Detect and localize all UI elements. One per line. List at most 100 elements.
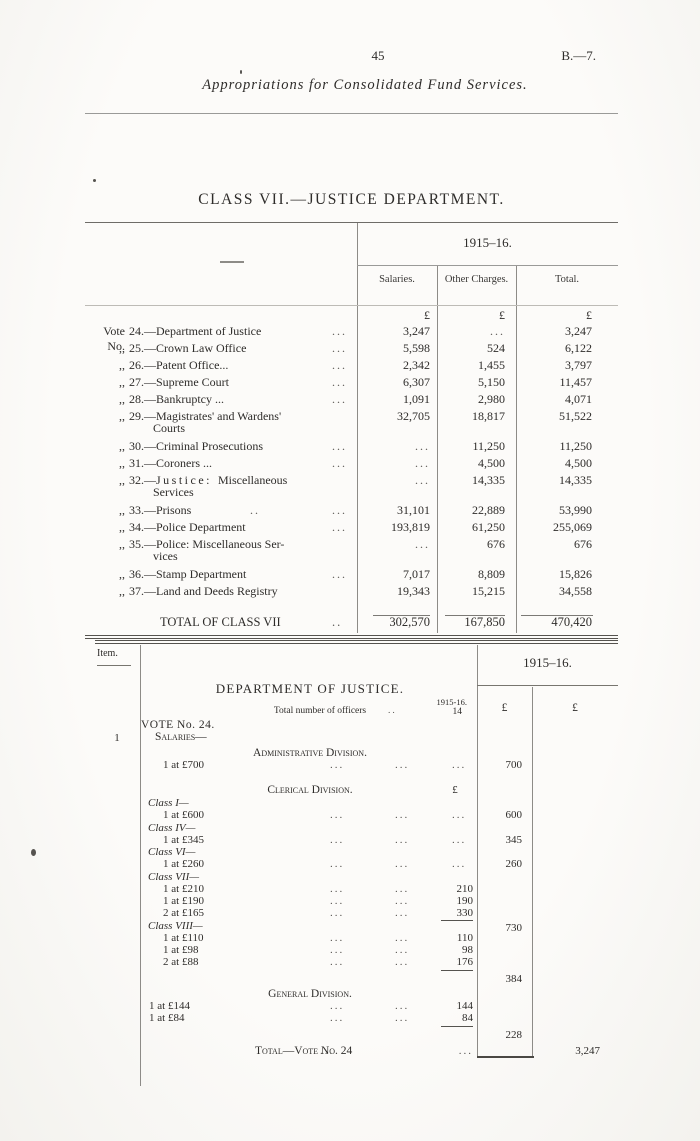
table-row-vote-25: ,, 25.—Crown Law Office ... 5,598 524 6,… (85, 341, 618, 358)
table-row-vote-26: ,, 26.—Patent Office... ... 2,342 1,455 … (85, 358, 618, 375)
salaries-value: ... (415, 456, 430, 470)
class-label: Class VIII— (148, 920, 203, 932)
item-column-header: Item. (97, 648, 118, 659)
vote-total-value: 3,247 (575, 1045, 600, 1057)
vote-total-label: Total—Vote No. 24 (255, 1045, 353, 1057)
sub-amount: 144 (456, 1000, 474, 1012)
salary-label: 1 at £260 (163, 858, 204, 870)
heading-label: General Division. (268, 988, 352, 1000)
page-number: 45 (371, 48, 385, 63)
other-charges-value: 15,215 (472, 584, 505, 598)
other-charges-value: 22,889 (472, 503, 505, 517)
row-label-line2: Courts (153, 421, 186, 435)
leader-dots: ... (330, 956, 345, 968)
table-row-vote-31: ,, 31.—Coroners ... ... ... 4,500 4,500 (85, 456, 618, 473)
table-row-vote-35: ,, 35.—Police: Miscellaneous Ser- vices … (85, 537, 618, 567)
other-charges-value: 61,250 (472, 520, 505, 534)
year-header: 1915–16. (523, 655, 572, 670)
division-heading: Administrative Division. (85, 747, 618, 760)
other-charges-total: 167,850 (464, 615, 505, 629)
other-charges-value: 14,335 (472, 473, 505, 487)
salary-line: 1 at £600 ... ... ... 600 (85, 809, 618, 822)
sum-rule (373, 615, 430, 616)
heading-label: Clerical Division. (267, 784, 353, 796)
row-prefix: ,, (119, 375, 125, 389)
row-prefix: ,, (119, 537, 125, 551)
salaries-value: ... (415, 439, 430, 453)
leader-dots: ... (330, 895, 345, 907)
leader-dots: ... (395, 883, 410, 895)
row-label-line2: vices (153, 549, 178, 563)
sum-rule (521, 615, 593, 616)
salaries-value: 5,598 (403, 341, 430, 355)
table-top-rule (85, 222, 618, 223)
salary-line: 1 at £190 ... ... 190 (85, 895, 618, 908)
salaries-value: 6,307 (403, 375, 430, 389)
column-rule (516, 265, 517, 633)
salary-label: 1 at £144 (149, 1000, 190, 1012)
table-row-vote-34: ,, 34.—Police Department ... 193,819 61,… (85, 520, 618, 537)
class-total-row: TOTAL OF CLASS VII .. 302,570 167,850 47… (85, 612, 618, 636)
class-label: Class VI— (148, 846, 196, 858)
class-heading-row: Class VIII— 730 (85, 920, 618, 934)
pound-sign: £ (586, 308, 592, 322)
salaries-total: 302,570 (389, 615, 430, 629)
officers-count: 14 (452, 707, 463, 717)
vote-total-row: Total—Vote No. 24 ... ... 3,247 (85, 1045, 618, 1058)
salary-label: 1 at £110 (163, 932, 204, 944)
leader-dots: ... (332, 439, 347, 453)
row-label-spaced: Justice: (156, 473, 212, 487)
leader-dots: ... (330, 907, 345, 919)
class-heading-row: Class VI— (85, 846, 618, 859)
row-label-line2: Services (153, 485, 194, 499)
salary-label: 1 at £345 (163, 834, 204, 846)
table-row-vote-37: ,, 37.—Land and Deeds Registry 19,343 15… (85, 584, 618, 601)
row-label: 31.—Coroners ... (129, 456, 212, 470)
row-label: 36.—Stamp Department (129, 567, 247, 581)
row-label-rest: Miscellaneous (218, 473, 288, 487)
salaries-value: ... (415, 473, 430, 487)
subtotal-row: 384 (85, 970, 618, 985)
subtotal-value: 730 (505, 922, 523, 934)
other-charges-value: ... (490, 324, 505, 338)
row-prefix: ,, (119, 439, 125, 453)
sub-amount: 190 (456, 895, 474, 907)
leader-dots: ... (395, 759, 410, 771)
leader-dots: ... (332, 324, 347, 338)
amount-value: 700 (505, 759, 523, 771)
row-label: 25.—Crown Law Office (129, 341, 247, 355)
leader-dots: ... (330, 883, 345, 895)
header-separator (357, 265, 618, 266)
other-charges-value: 11,250 (472, 439, 505, 453)
leader-dots: ... (332, 520, 347, 534)
leader-dots: ... (332, 341, 347, 355)
salary-line: 1 at £144 ... ... 144 (85, 1000, 618, 1013)
total-value: 14,335 (559, 473, 592, 487)
row-prefix: ,, (119, 358, 125, 372)
leader-dots: ... (330, 834, 345, 846)
salaries-value: 31,101 (397, 503, 430, 517)
column-rule (357, 223, 358, 633)
salaries-value: 7,017 (403, 567, 430, 581)
stub-dash (220, 261, 244, 263)
row-label: 30.—Criminal Prosecutions (129, 439, 263, 453)
summary-table: 1915–16. Salaries. Other Charges. Total.… (85, 222, 618, 639)
running-title: Appropriations for Consolidated Fund Ser… (202, 77, 528, 93)
table-row-vote-24: Vote No. 24.—Department of Justice ... 3… (85, 324, 618, 353)
salary-line: 2 at £88 ... ... 176 (85, 956, 618, 969)
sum-rule (441, 920, 473, 921)
row-prefix: ,, (119, 392, 125, 406)
total-label: TOTAL OF CLASS VII (160, 615, 281, 629)
leader-dots: ... (395, 1000, 410, 1012)
salaries-value: 1,091 (403, 392, 430, 406)
salary-label: 1 at £98 (163, 944, 199, 956)
column-header-total: Total. (554, 274, 580, 285)
pound-sign: £ (424, 308, 430, 322)
row-prefix: ,, (119, 567, 125, 581)
paper-reference: B.—7. (561, 48, 596, 63)
total-rule (477, 1056, 534, 1058)
leader-dots: .. (250, 503, 260, 517)
class-heading: CLASS VII.—JUSTICE DEPARTMENT. (198, 191, 505, 208)
division-heading: General Division. (85, 988, 618, 1001)
other-charges-value: 1,455 (478, 358, 505, 372)
